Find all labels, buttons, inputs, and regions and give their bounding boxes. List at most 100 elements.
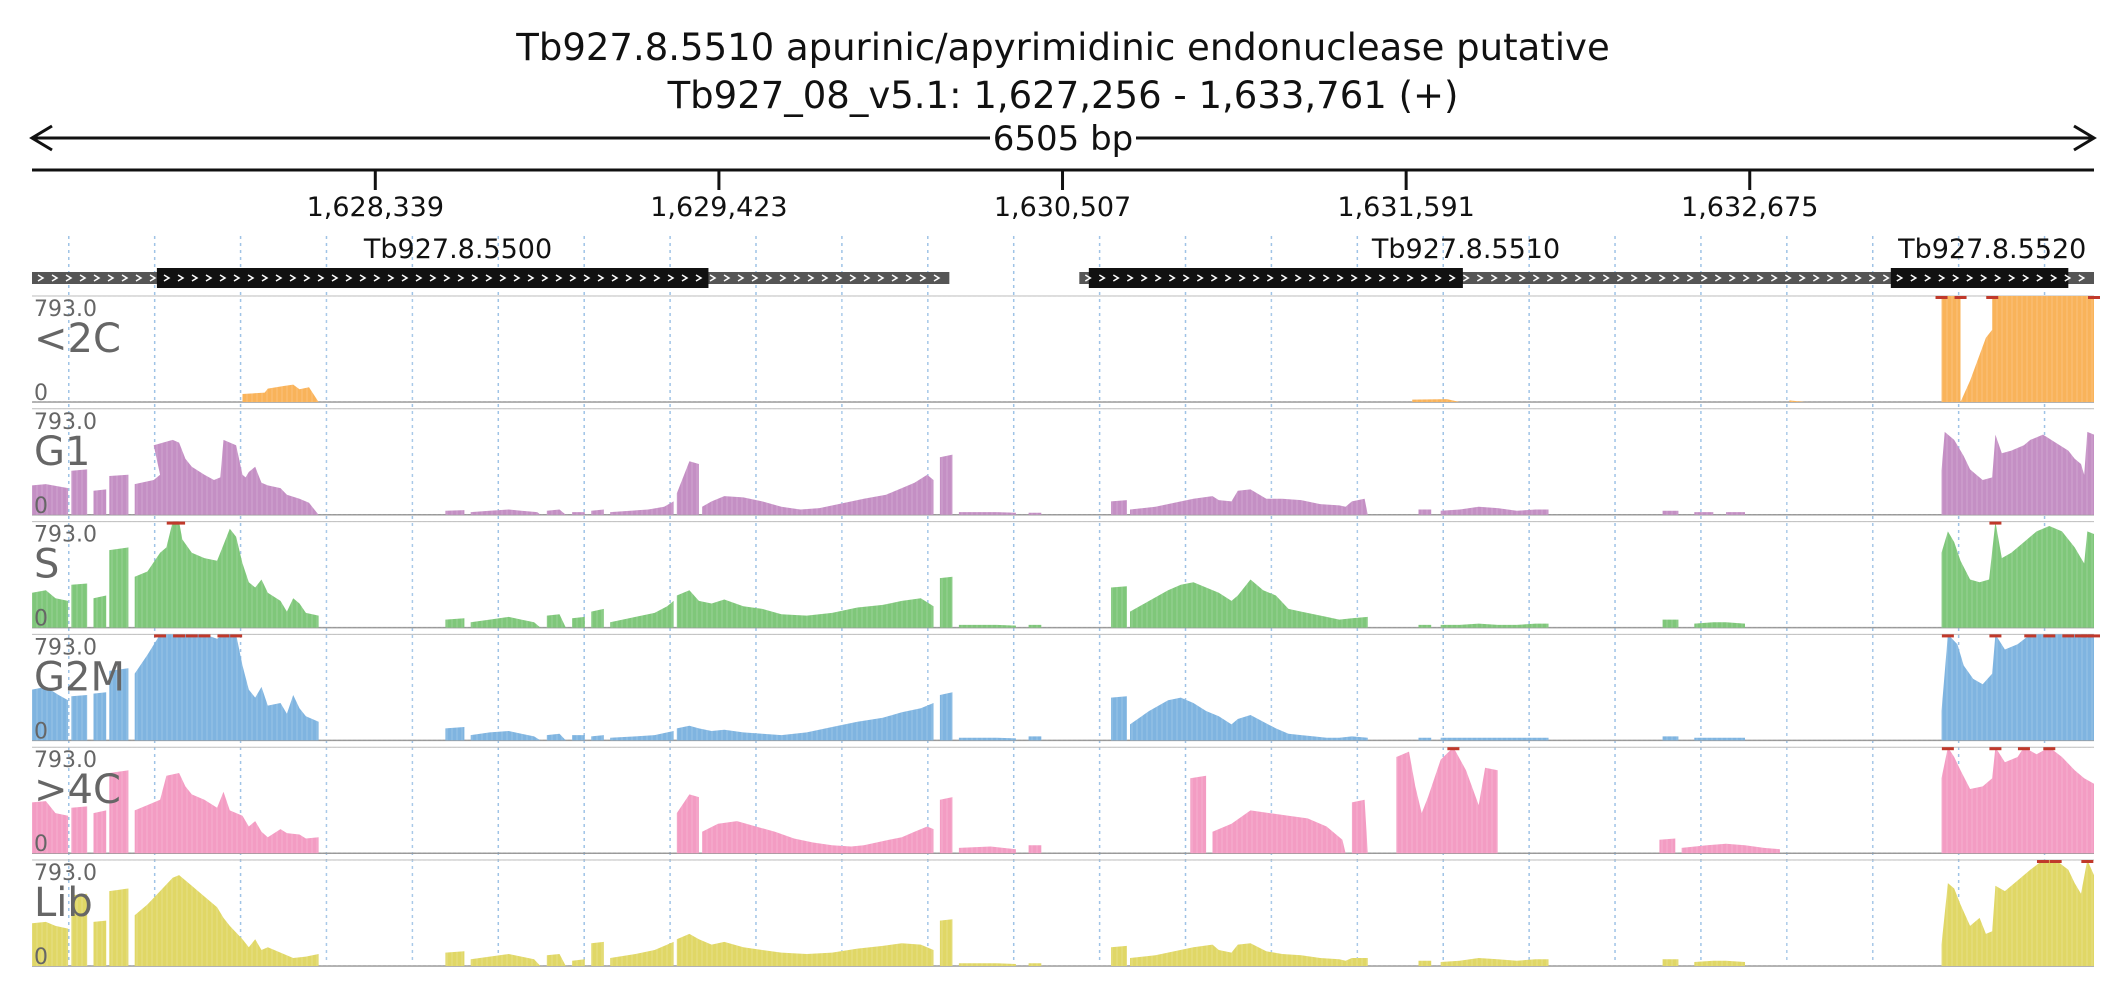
gene-strand-chevron-2-8 bbox=[2008, 274, 2016, 282]
gene-strand-chevron-1-42 bbox=[1672, 274, 1680, 282]
gene-strand-chevron-0-32 bbox=[485, 274, 493, 282]
gene-strand-chevron-1-15 bbox=[1294, 274, 1302, 282]
gene-strand-chevron-2-1 bbox=[1910, 274, 1918, 282]
track-name-0: <2C bbox=[34, 316, 121, 362]
gene-strand-chevron-0-35 bbox=[527, 274, 535, 282]
clip-mark-3-9 bbox=[2043, 634, 2056, 638]
clip-mark-4-3 bbox=[2017, 747, 2030, 751]
clip-mark-3-11 bbox=[2075, 634, 2088, 638]
track-max-label-0: 793.0 bbox=[34, 297, 97, 322]
clip-mark-3-5 bbox=[230, 634, 243, 638]
gene-strand-chevron-1-21 bbox=[1378, 274, 1386, 282]
clip-mark-4-0 bbox=[1447, 747, 1460, 751]
gene-strand-chevron-0-31 bbox=[471, 274, 479, 282]
gene-strand-chevron-0-23 bbox=[359, 274, 367, 282]
gene-strand-chevron-1-9 bbox=[1210, 274, 1218, 282]
gene-strand-chevron-0-21 bbox=[331, 274, 339, 282]
coverage-tracks: 793.0<2C0793.0G10793.0S0793.0G2M0793.0>4… bbox=[31, 295, 2100, 970]
gene-strand-chevron-0-42 bbox=[625, 274, 633, 282]
gene-strand-chevron-0-55 bbox=[807, 274, 815, 282]
gene-strand-chevron-1-47 bbox=[1742, 274, 1750, 282]
gene-strand-chevron-2-12 bbox=[2064, 274, 2072, 282]
gene-strand-chevron-0-50 bbox=[737, 274, 745, 282]
coverage-area-4 bbox=[32, 747, 2094, 854]
gene-strand-chevron-0-38 bbox=[569, 274, 577, 282]
span-arrow-right bbox=[2073, 124, 2097, 152]
track-zero-label-1: 0 bbox=[34, 494, 48, 519]
gene-strand-chevron-0-3 bbox=[79, 274, 87, 282]
gene-strand-chevron-0-17 bbox=[275, 274, 283, 282]
gene-strand-chevron-0-12 bbox=[205, 274, 213, 282]
clip-mark-0-2 bbox=[1986, 296, 1999, 299]
gene-strand-chevron-0-28 bbox=[429, 274, 437, 282]
gene-strand-chevron-1-22 bbox=[1392, 274, 1400, 282]
gene-strand-chevron-1-44 bbox=[1700, 274, 1708, 282]
gene-strand-chevron-1-49 bbox=[1770, 274, 1778, 282]
gene-strand-chevron-0-30 bbox=[457, 274, 465, 282]
clip-mark-3-6 bbox=[1941, 634, 1954, 638]
track-max-label-2: 793.0 bbox=[34, 523, 97, 548]
gene-strand-chevron-2-11 bbox=[2050, 274, 2058, 282]
gene-strand-chevron-1-51 bbox=[1798, 274, 1806, 282]
gene-strand-chevron-1-37 bbox=[1602, 274, 1610, 282]
gene-strand-chevron-1-41 bbox=[1658, 274, 1666, 282]
gene-strand-chevron-0-0 bbox=[37, 274, 45, 282]
span-arrow-left bbox=[29, 124, 53, 152]
position-ticks: 1,628,339 1,629,423 1,630,507 1,631,591 1,63… bbox=[307, 170, 1818, 223]
gene-strand-chevron-1-30 bbox=[1504, 274, 1512, 282]
clip-mark-3-12 bbox=[2081, 634, 2094, 638]
gene-strand-chevron-1-54 bbox=[1840, 274, 1848, 282]
gene-strand-chevron-1-50 bbox=[1784, 274, 1792, 282]
gene-strand-chevron-2-3 bbox=[1938, 274, 1946, 282]
clip-mark-4-2 bbox=[1989, 747, 2002, 751]
track-max-label-3: 793.0 bbox=[34, 635, 97, 660]
gene-strand-chevron-1-4 bbox=[1140, 274, 1148, 282]
track-name-2: S bbox=[34, 542, 59, 588]
clip-mark-3-2 bbox=[185, 634, 198, 638]
clip-mark-5-0 bbox=[2036, 860, 2049, 863]
track-name-3: G2M bbox=[34, 654, 125, 700]
gene-strand-chevron-1-0 bbox=[1084, 274, 1092, 282]
track-name-1: G1 bbox=[34, 429, 90, 475]
gene-strand-chevron-0-63 bbox=[919, 274, 927, 282]
track-zero-label-4: 0 bbox=[34, 832, 48, 857]
gene-strand-chevron-0-1 bbox=[51, 274, 59, 282]
gene-strand-chevron-1-31 bbox=[1518, 274, 1526, 282]
track-max-label-5: 793.0 bbox=[34, 861, 97, 886]
gene-strand-chevron-0-22 bbox=[345, 274, 353, 282]
gene-strand-chevron-1-48 bbox=[1756, 274, 1764, 282]
clip-mark-4-1 bbox=[1941, 747, 1954, 751]
clip-mark-0-3 bbox=[2088, 296, 2100, 299]
gene-label-2: Tb927.8.5520 bbox=[1897, 234, 2086, 265]
gene-strand-chevron-1-5 bbox=[1154, 274, 1162, 282]
gene-strand-chevron-1-40 bbox=[1644, 274, 1652, 282]
clip-mark-3-13 bbox=[2088, 634, 2100, 638]
position-tick-label-4: 1,632,675 bbox=[1681, 192, 1818, 223]
gene-strand-chevron-0-11 bbox=[191, 274, 199, 282]
position-tick-label-2: 1,630,507 bbox=[994, 192, 1131, 223]
gene-strand-chevron-1-19 bbox=[1350, 274, 1358, 282]
gene-strand-chevron-2-9 bbox=[2022, 274, 2030, 282]
clip-mark-0-1 bbox=[1954, 296, 1967, 299]
chart-subtitle: Tb927_08_v5.1: 1,627,256 - 1,633,761 (+) bbox=[667, 74, 1459, 117]
span-label: 6505 bp bbox=[993, 119, 1134, 159]
clip-mark-3-8 bbox=[2024, 634, 2037, 638]
gene-strand-chevron-2-6 bbox=[1980, 274, 1988, 282]
gene-label-0: Tb927.8.5500 bbox=[363, 234, 552, 265]
gene-strand-chevron-0-59 bbox=[863, 274, 871, 282]
gene-strand-chevron-0-60 bbox=[877, 274, 885, 282]
gene-strand-chevron-1-13 bbox=[1266, 274, 1274, 282]
position-tick-label-3: 1,631,591 bbox=[1337, 192, 1474, 223]
gene-strand-chevron-1-52 bbox=[1812, 274, 1820, 282]
gene-strand-chevron-0-10 bbox=[177, 274, 185, 282]
gene-strand-chevron-0-5 bbox=[107, 274, 115, 282]
gene-strand-chevron-0-24 bbox=[373, 274, 381, 282]
gene-strand-chevron-1-14 bbox=[1280, 274, 1288, 282]
track-zero-label-3: 0 bbox=[34, 719, 48, 744]
clip-mark-3-10 bbox=[2062, 634, 2075, 638]
gene-strand-chevron-0-8 bbox=[149, 274, 157, 282]
gene-strand-chevron-2-7 bbox=[1994, 274, 2002, 282]
gene-strand-chevron-1-53 bbox=[1826, 274, 1834, 282]
gene-strand-chevron-1-43 bbox=[1686, 274, 1694, 282]
